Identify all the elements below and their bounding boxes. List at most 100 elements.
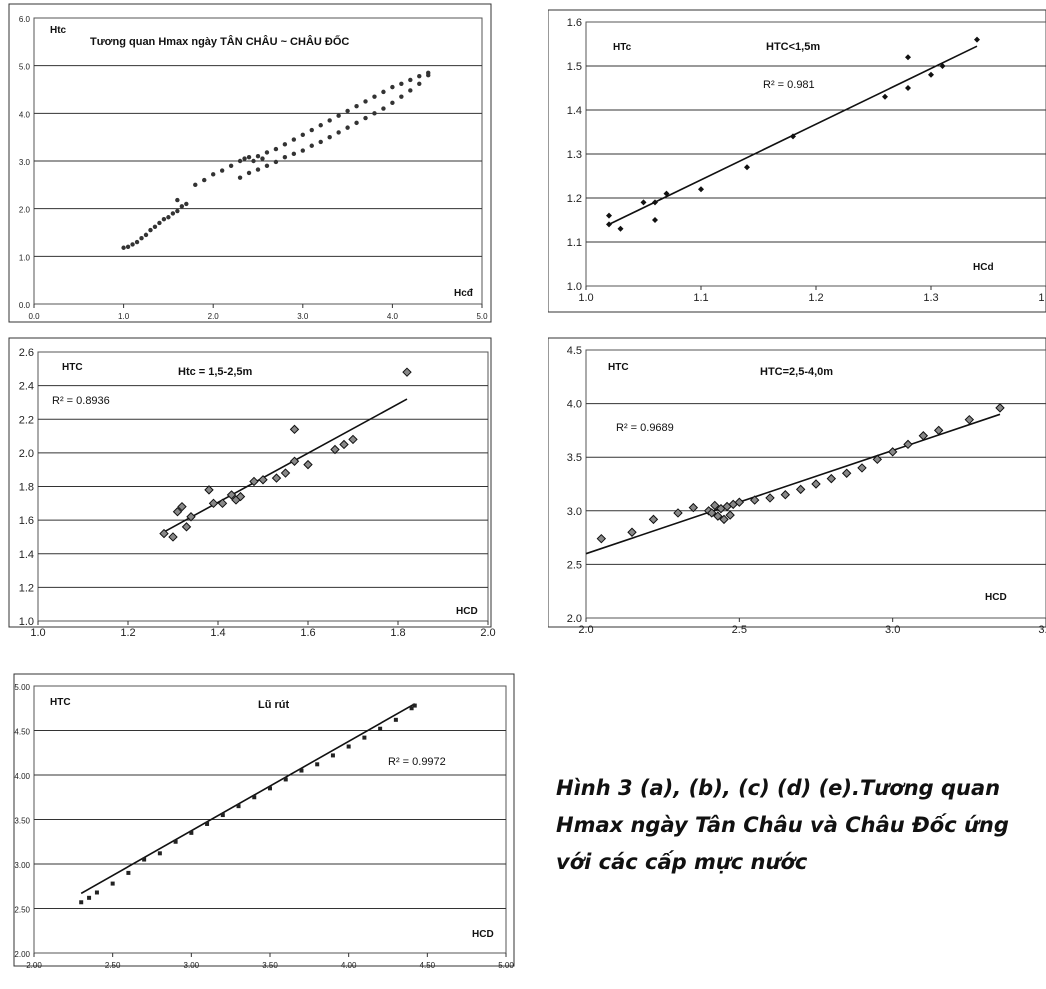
data-point <box>170 211 176 216</box>
trend-line <box>163 398 408 533</box>
data-point <box>157 220 162 226</box>
x-tick-label: 3.00 <box>184 961 200 970</box>
data-point <box>258 475 268 485</box>
y-tick-label: 2.00 <box>14 950 30 959</box>
data-point <box>181 522 192 532</box>
data-point <box>336 113 341 118</box>
x-tick-label: 2.50 <box>105 961 121 970</box>
data-point <box>417 81 422 86</box>
y-axis-label: Htc <box>50 25 67 36</box>
data-point <box>125 244 131 249</box>
y-tick-label: 1.0 <box>19 616 34 628</box>
x-tick-label: 1.2 <box>808 292 823 304</box>
y-tick-label: 1.2 <box>567 193 582 205</box>
data-point <box>363 115 368 121</box>
data-point <box>327 134 332 140</box>
data-point <box>87 895 92 900</box>
plot-area <box>585 349 1046 619</box>
x-tick-label: 4.00 <box>341 961 357 970</box>
y-tick-label: 1.4 <box>567 105 582 117</box>
y-axis-label: HTc <box>613 42 632 53</box>
data-point <box>300 132 305 137</box>
data-point <box>348 434 358 445</box>
data-point <box>688 502 699 513</box>
data-point <box>303 459 313 470</box>
data-point <box>617 225 624 232</box>
data-point <box>268 786 272 791</box>
y-tick-label: 2.0 <box>19 206 31 215</box>
data-point <box>202 177 207 183</box>
y-tick-label: 2.0 <box>19 448 34 460</box>
data-point <box>362 735 367 740</box>
data-point <box>246 154 252 160</box>
data-point <box>235 491 246 502</box>
data-point <box>399 94 404 99</box>
y-tick-label: 0.0 <box>19 301 31 310</box>
x-tick-label: 3.50 <box>262 961 278 970</box>
data-point <box>309 143 314 148</box>
data-point <box>995 403 1005 413</box>
y-tick-label: 2.0 <box>567 613 582 625</box>
data-point <box>273 159 279 165</box>
data-point <box>412 703 417 708</box>
y-tick-label: 1.5 <box>567 61 582 73</box>
data-point <box>330 753 335 758</box>
y-tick-label: 1.2 <box>19 582 34 594</box>
data-point <box>339 439 349 450</box>
chart-a: 0.0 1.0 2.0 3.0 4.0 5.0 6.0 0.0 1.0 2.0 3.0 4.0 5.0 H… <box>8 3 492 323</box>
y-tick-label: 3.00 <box>14 861 30 870</box>
data-point <box>857 463 867 473</box>
x-axis-label: Hcđ <box>454 288 474 299</box>
data-point <box>882 93 888 100</box>
data-point <box>336 130 341 135</box>
data-point <box>152 224 158 229</box>
data-point <box>928 71 934 78</box>
y-tick-label: 1.6 <box>567 17 582 29</box>
y-axis-label: HTC <box>62 362 83 373</box>
data-point <box>157 851 162 856</box>
trend-line <box>585 413 1001 555</box>
data-point <box>713 511 723 521</box>
r-squared-label: R² = 0.981 <box>763 79 815 91</box>
data-point <box>246 170 252 176</box>
data-point <box>289 456 300 466</box>
y-tick-label: 1.1 <box>567 237 582 249</box>
x-tick-label: 0.0 <box>28 312 40 321</box>
x-tick-label: 1.6 <box>300 627 315 639</box>
data-point <box>211 172 216 177</box>
data-point <box>811 479 821 489</box>
y-tick-label: 4.5 <box>567 345 582 357</box>
data-point <box>249 476 259 487</box>
data-point <box>663 190 670 197</box>
data-point <box>744 164 750 171</box>
data-point <box>652 199 658 206</box>
x-tick-label: 1.0 <box>30 627 45 639</box>
y-tick-label: 2.4 <box>19 381 34 393</box>
data-point <box>217 498 228 509</box>
y-tick-label: 1.0 <box>567 281 582 293</box>
data-point <box>710 500 720 511</box>
y-tick-label: 1.0 <box>19 253 31 262</box>
x-tick-label: 2.0 <box>578 624 593 636</box>
x-tick-label: 2.0 <box>480 627 495 639</box>
data-point <box>208 498 219 509</box>
data-point <box>260 156 265 161</box>
y-tick-label: 1.8 <box>19 482 34 494</box>
x-axis-label: HCd <box>973 262 994 273</box>
x-tick-label: 3.0 <box>297 312 309 321</box>
data-point <box>289 424 300 435</box>
data-point <box>291 151 297 157</box>
y-tick-label: 2.50 <box>14 906 30 915</box>
data-point <box>905 85 911 91</box>
y-tick-label: 1.4 <box>19 549 34 561</box>
x-tick-label: 1.1 <box>693 292 708 304</box>
data-point <box>790 133 796 140</box>
y-tick-label: 2.6 <box>19 347 34 359</box>
data-point <box>345 125 350 130</box>
data-point <box>204 485 214 495</box>
data-point <box>271 473 282 483</box>
data-point <box>237 175 243 180</box>
r-squared-label: R² = 0.8936 <box>52 395 110 407</box>
data-point <box>236 804 241 809</box>
data-point <box>273 146 279 152</box>
